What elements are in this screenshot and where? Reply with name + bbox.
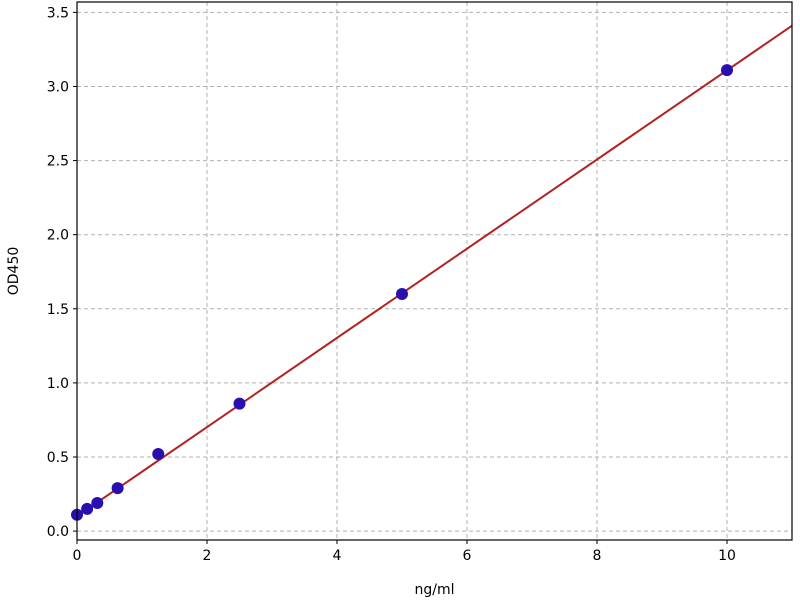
data-points (71, 64, 733, 521)
x-tick-label: 4 (333, 548, 342, 564)
y-tick-label: 3.0 (47, 79, 69, 95)
x-tick-label: 6 (463, 548, 472, 564)
fit-line (76, 24, 793, 518)
x-tick-label: 10 (718, 548, 736, 564)
data-point (91, 496, 104, 509)
y-axis-label: OD450 (6, 247, 22, 296)
y-tick-label: 0.5 (47, 450, 69, 466)
y-tick-label: 2.0 (47, 228, 69, 244)
y-tick-label: 1.5 (47, 302, 69, 318)
x-tick-label: 0 (73, 548, 82, 564)
y-tick-label: 0.0 (47, 524, 69, 540)
y-tick-label: 3.5 (47, 5, 69, 21)
x-axis-label: ng/ml (414, 582, 454, 598)
x-tick-label: 2 (203, 548, 212, 564)
ticks: 0 2 4 6 8 10 0.0 0.5 1.0 1.5 2.0 2.5 3.0 3.5 (47, 5, 736, 564)
data-point (396, 287, 408, 300)
y-tick-label: 1.0 (47, 376, 69, 392)
data-point (81, 502, 94, 515)
data-point (111, 482, 124, 495)
y-tick-label: 2.5 (47, 154, 69, 170)
data-point (152, 448, 165, 461)
grid (76, 2, 792, 540)
fit-line-group (76, 24, 793, 518)
x-tick-label: 8 (593, 548, 602, 564)
data-point (721, 64, 733, 77)
plot-frame (76, 1, 793, 541)
data-point (233, 397, 246, 410)
